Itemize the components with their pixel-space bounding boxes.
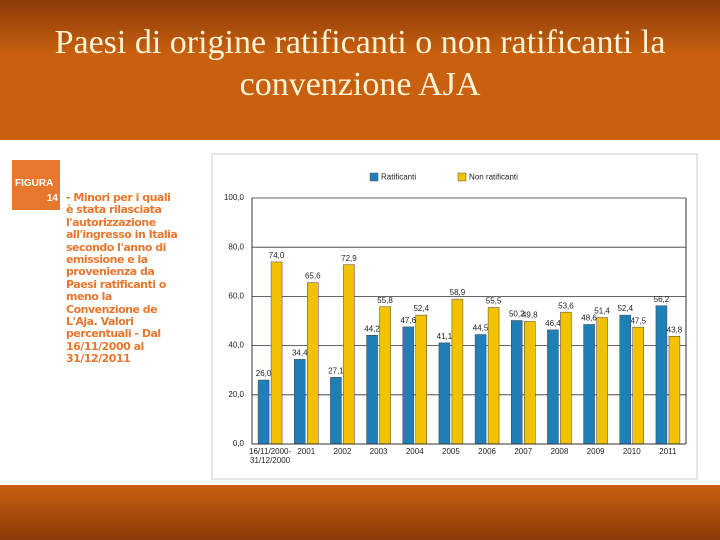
bar xyxy=(596,317,608,445)
bar xyxy=(547,329,559,445)
x-tick-label: 2003 xyxy=(369,447,388,456)
x-tick-label: 2002 xyxy=(333,447,352,456)
value-label: 34,4 xyxy=(292,348,308,357)
x-tick-label: 2005 xyxy=(442,447,460,456)
x-tick-label: 2004 xyxy=(405,447,424,456)
figure-caption: - Minori per i quali è stata rilasciata … xyxy=(66,191,178,366)
bar xyxy=(524,321,536,445)
value-label: 56,2 xyxy=(654,295,670,304)
bar xyxy=(270,261,283,445)
y-tick-label: 20,0 xyxy=(228,390,244,399)
figure-badge: FIGURA 14 xyxy=(12,160,60,210)
x-tick-wrap: 2011 xyxy=(659,447,677,456)
bar xyxy=(619,314,631,445)
figure-panel: FIGURA 14 - Minori per i quali è stata r… xyxy=(0,140,720,485)
bar xyxy=(343,264,355,445)
x-tick-wrap: 2003 xyxy=(369,447,388,456)
x-tick-label: 2006 xyxy=(478,447,496,456)
bar xyxy=(294,359,306,445)
legend-swatch xyxy=(369,172,379,182)
value-label: 46,4 xyxy=(545,319,561,328)
bar xyxy=(474,334,487,445)
x-tick-wrap: 2005 xyxy=(442,447,460,456)
x-tick-wrap: 2002 xyxy=(333,447,352,456)
bar xyxy=(415,314,427,445)
y-tick-label: 100,0 xyxy=(224,193,245,202)
y-tick-label: 60,0 xyxy=(228,292,244,301)
bar xyxy=(583,324,595,445)
bar xyxy=(560,311,572,445)
bar xyxy=(307,282,319,445)
figure-number: 14 xyxy=(46,193,58,204)
value-label: 53,6 xyxy=(558,301,574,310)
x-tick-wrap: 2010 xyxy=(622,447,641,456)
legend-label: Non ratificanti xyxy=(469,173,518,182)
value-label: 52,4 xyxy=(413,304,429,313)
bar xyxy=(451,298,464,445)
value-label: 50,2 xyxy=(509,310,525,319)
chart: 0,0 20,0 40,0 60,0 80,0 100,0 Ratificanti Non r… xyxy=(211,153,698,480)
value-label: 47,6 xyxy=(400,316,416,325)
y-tick-label: 40,0 xyxy=(228,341,244,350)
value-label: 55,5 xyxy=(486,297,502,306)
value-label: 74,0 xyxy=(269,251,285,260)
value-label: 27,1 xyxy=(328,366,344,375)
bar xyxy=(632,326,644,445)
figure-label: FIGURA xyxy=(15,178,54,189)
value-label: 26,0 xyxy=(256,369,272,378)
x-tick-wrap: 2006 xyxy=(478,447,496,456)
x-tick-label: 2009 xyxy=(586,447,605,456)
value-label: 49,8 xyxy=(522,311,538,320)
x-tick-label: 2010 xyxy=(622,447,641,456)
x-tick-wrap: 2004 xyxy=(405,447,424,456)
legend-label: Ratificanti xyxy=(381,173,416,182)
bar xyxy=(511,320,523,445)
bar xyxy=(438,342,451,445)
bar xyxy=(668,336,681,445)
bar xyxy=(330,377,342,445)
bar xyxy=(487,307,500,445)
x-tick-label: 2007 xyxy=(514,447,533,456)
slide-title: Paesi di origine ratificanti o non ratif… xyxy=(54,24,666,103)
x-tick-label: 2011 xyxy=(659,447,677,456)
bar xyxy=(366,335,378,445)
value-label: 52,4 xyxy=(617,304,633,313)
legend-swatch xyxy=(457,172,467,182)
x-tick-label: 16/11/2000-31/12/2000 xyxy=(249,447,292,465)
x-tick-label: 2008 xyxy=(550,447,569,456)
value-label: 43,8 xyxy=(667,325,683,334)
bar xyxy=(655,305,668,445)
value-label: 55,8 xyxy=(377,296,393,305)
value-label: 44,2 xyxy=(364,324,380,333)
bar xyxy=(402,326,414,445)
value-label: 72,9 xyxy=(341,254,357,263)
value-label: 58,9 xyxy=(450,288,466,297)
x-tick-wrap: 2009 xyxy=(586,447,605,456)
x-tick-label: 2001 xyxy=(297,447,316,456)
y-tick-label: 80,0 xyxy=(228,242,244,251)
value-label: 48,6 xyxy=(581,314,597,323)
y-tick-label: 0,0 xyxy=(233,439,245,448)
bar xyxy=(257,379,270,445)
x-tick-wrap: 2007 xyxy=(514,447,533,456)
x-tick-wrap: 2008 xyxy=(550,447,569,456)
x-tick-wrap: 16/11/2000-31/12/2000 xyxy=(249,447,292,465)
value-label: 41,1 xyxy=(437,332,453,341)
value-label: 51,4 xyxy=(594,307,610,316)
value-label: 65,6 xyxy=(305,272,321,281)
value-label: 44,5 xyxy=(473,324,489,333)
bar xyxy=(379,306,391,445)
x-tick-wrap: 2001 xyxy=(297,447,316,456)
value-label: 47,5 xyxy=(630,316,646,325)
